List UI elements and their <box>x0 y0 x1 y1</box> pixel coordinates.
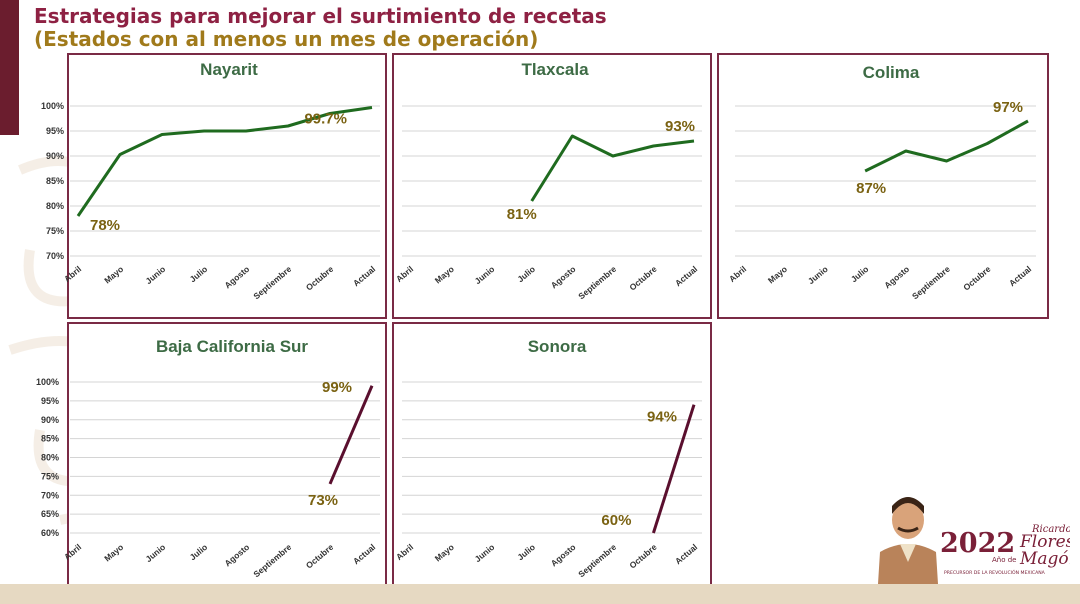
y-tick-label: 80% <box>41 453 59 463</box>
x-tick-label: Junio <box>806 264 830 286</box>
portrait-illustration <box>878 497 938 584</box>
y-tick-label: 70% <box>46 251 64 261</box>
x-tick-label: Julio <box>849 264 871 284</box>
footer-band <box>0 584 1080 604</box>
data-label: 60% <box>601 512 631 529</box>
x-tick-label: Junio <box>143 542 167 564</box>
x-tick-label: Agosto <box>549 542 578 568</box>
y-tick-label: 95% <box>41 396 59 406</box>
logo-ano-de: Año de <box>992 556 1016 564</box>
title-line-2: (Estados con al menos un mes de operació… <box>34 27 539 51</box>
series-line <box>76 106 373 217</box>
y-tick-label: 65% <box>41 509 59 519</box>
anniversary-logo: 2022 Año de Ricardo Flores Magón PRECURS… <box>878 497 1070 584</box>
chart-title: Colima <box>863 63 920 82</box>
y-tick-label: 90% <box>46 151 64 161</box>
y-tick-label: 75% <box>41 471 59 481</box>
data-label: 94% <box>647 409 677 426</box>
chart-title: Nayarit <box>200 60 258 79</box>
x-tick-label: Actual <box>351 542 377 566</box>
chart-title: Tlaxcala <box>521 60 589 79</box>
chart-panel-baja-california-sur <box>67 322 387 588</box>
x-tick-label: Julio <box>515 264 537 284</box>
x-tick-label: Junio <box>473 264 497 286</box>
x-tick-label: Mayo <box>102 264 125 286</box>
y-tick-label: 85% <box>41 434 59 444</box>
y-tick-label: 75% <box>46 226 64 236</box>
data-label: 87% <box>856 180 886 197</box>
chart-title: Sonora <box>528 337 587 356</box>
x-tick-label: Actual <box>673 264 699 288</box>
x-tick-label: Agosto <box>882 264 911 290</box>
x-tick-label: Agosto <box>549 264 578 290</box>
y-tick-label: 100% <box>36 377 59 387</box>
logo-name-line-3: Magón <box>1019 549 1070 569</box>
x-tick-label: Mayo <box>433 264 456 286</box>
logo-subtitle: PRECURSOR DE LA REVOLUCIÓN MEXICANA <box>944 569 1046 576</box>
chart-panel-tlaxcala <box>392 53 712 319</box>
series-line <box>530 134 695 202</box>
x-tick-label: Abril <box>394 542 415 562</box>
series-line <box>651 404 696 534</box>
x-tick-label: Mayo <box>102 542 125 564</box>
title-line-1: Estrategias para mejorar el surtimiento … <box>34 4 607 28</box>
x-tick-label: Octubre <box>304 264 336 293</box>
data-label: 78% <box>90 217 120 234</box>
x-tick-label: Septiembre <box>251 542 293 580</box>
x-tick-label: Octubre <box>304 542 336 571</box>
series-line <box>864 119 1029 173</box>
x-tick-label: Agosto <box>222 542 251 568</box>
chart-panel-sonora <box>392 322 712 588</box>
data-label: 99.7% <box>304 111 347 128</box>
x-tick-label: Octubre <box>627 264 659 293</box>
x-tick-label: Abril <box>394 264 415 284</box>
x-tick-label: Octubre <box>961 264 993 293</box>
data-label: 97% <box>993 99 1023 116</box>
logo-name-line-1: Ricardo <box>1031 524 1070 535</box>
logo-name-line-2: Flores <box>1019 532 1070 552</box>
x-tick-label: Octubre <box>627 542 659 571</box>
chart-panel-nayarit <box>67 53 387 319</box>
x-tick-label: Actual <box>351 264 377 288</box>
x-tick-label: Junio <box>143 264 167 286</box>
x-tick-label: Abril <box>62 542 83 562</box>
x-tick-label: Septiembre <box>251 264 293 302</box>
y-tick-label: 100% <box>41 101 64 111</box>
x-tick-label: Junio <box>473 542 497 564</box>
x-tick-label: Actual <box>1007 264 1033 288</box>
data-label: 73% <box>308 492 338 509</box>
y-tick-label: 80% <box>46 201 64 211</box>
data-label: 81% <box>507 206 537 223</box>
chart-panel-colima <box>717 53 1049 319</box>
page-title: Estrategias para mejorar el surtimiento … <box>34 5 607 51</box>
x-tick-label: Julio <box>188 542 210 562</box>
chart-title: Baja California Sur <box>156 337 308 356</box>
x-tick-label: Abril <box>727 264 748 284</box>
x-tick-label: Septiembre <box>910 264 952 302</box>
data-label: 99% <box>322 379 352 396</box>
x-tick-label: Actual <box>673 542 699 566</box>
y-tick-label: 90% <box>41 415 59 425</box>
x-tick-label: Julio <box>515 542 537 562</box>
data-label: 93% <box>665 118 695 135</box>
y-tick-label: 60% <box>41 528 59 538</box>
y-tick-label: 85% <box>46 176 64 186</box>
x-tick-label: Septiembre <box>576 542 618 580</box>
left-accent-bar <box>0 0 19 135</box>
x-tick-label: Septiembre <box>576 264 618 302</box>
x-tick-label: Mayo <box>433 542 456 564</box>
x-tick-label: Julio <box>188 264 210 284</box>
series-line <box>328 385 374 485</box>
logo-year: 2022 <box>940 528 1015 559</box>
x-tick-label: Abril <box>62 264 83 284</box>
x-tick-label: Agosto <box>222 264 251 290</box>
x-tick-label: Mayo <box>766 264 789 286</box>
y-tick-label: 70% <box>41 490 59 500</box>
y-tick-label: 95% <box>46 126 64 136</box>
